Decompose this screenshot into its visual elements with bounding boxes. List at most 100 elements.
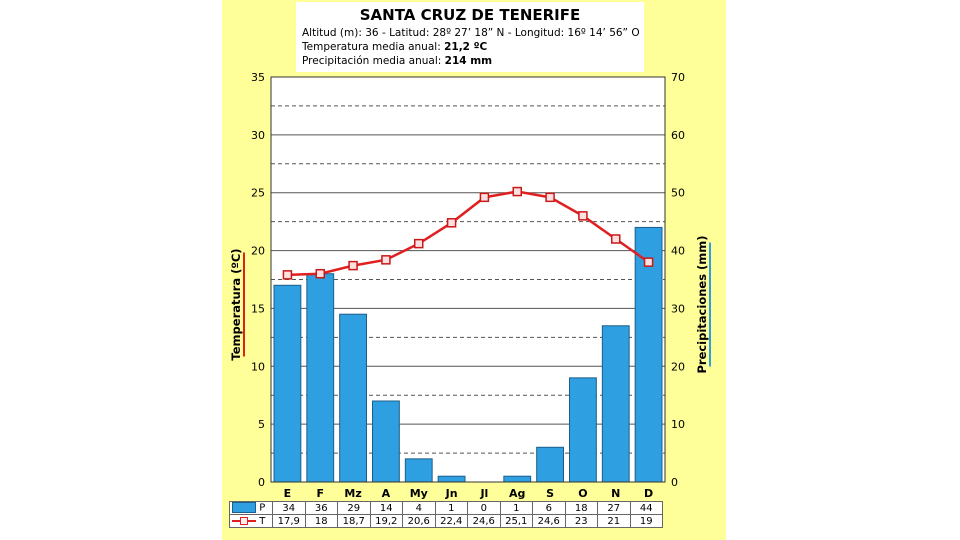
location-line: Altitud (m): 36 - Latitud: 28º 27’ 18” N… — [302, 27, 640, 39]
temperature-marker — [446, 218, 457, 228]
category-label: O — [578, 487, 587, 500]
temperature-marker — [381, 255, 391, 265]
category-label: Jl — [479, 487, 488, 500]
right-tick-label: 0 — [671, 476, 678, 489]
left-tick-label: 5 — [258, 418, 265, 431]
annual-temp-line: Temperatura media anual: 21,2 ºC — [302, 41, 487, 53]
right-tick-label: 10 — [671, 418, 685, 431]
right-tick-label: 30 — [671, 302, 685, 315]
category-label: D — [644, 487, 653, 500]
temp-value-cell: 20,6 — [402, 514, 436, 528]
right-axis-title: Precipitaciones (mm) — [695, 235, 709, 373]
precip-value-cell: 27 — [597, 501, 631, 515]
precip-bar — [372, 400, 400, 483]
precip-value-cell: 1 — [434, 501, 468, 515]
right-tick-label: 70 — [671, 71, 685, 84]
temp-value-cell: 19,2 — [369, 514, 403, 528]
left-tick-label: 15 — [251, 302, 265, 315]
left-tick-label: 20 — [251, 245, 265, 258]
precip-value-cell: 44 — [629, 501, 663, 515]
right-tick-label: 20 — [671, 360, 685, 373]
precip-bar — [273, 284, 302, 483]
left-axis-title: Temperatura (ºC) — [229, 248, 243, 360]
category-label: S — [546, 487, 554, 500]
temperature-marker — [414, 238, 424, 249]
data-table: P 34 36 29 14 4 1 0 1 6 18 27 44 T 17,9 18 18,7 19,2 20… — [229, 501, 663, 528]
precip-swatch-icon — [232, 502, 256, 514]
temperature-marker — [578, 211, 588, 221]
longitude-label: - Longitud: — [507, 27, 565, 39]
temperature-marker — [643, 257, 654, 267]
precip-bar — [404, 458, 433, 483]
legend-precip: P — [229, 501, 273, 515]
temp-value-cell: 18 — [304, 514, 338, 528]
annual-temp-value: 21,2 ºC — [444, 41, 488, 53]
temp-value-cell: 24,6 — [467, 514, 501, 528]
left-tick-label: 30 — [251, 129, 265, 142]
precip-bar — [339, 313, 367, 483]
precip-bar — [503, 475, 532, 483]
temp-line-swatch-icon — [232, 516, 256, 526]
category-label: A — [382, 487, 391, 500]
annual-temp-label: Temperatura media anual: — [302, 41, 441, 53]
temp-value-cell: 23 — [564, 514, 598, 528]
temperature-marker — [545, 192, 555, 203]
temp-value-cell: 24,6 — [532, 514, 566, 528]
precip-bar — [601, 325, 630, 483]
right-tick-label: 50 — [671, 187, 685, 200]
left-tick-label: 25 — [251, 187, 265, 200]
station-header: SANTA CRUZ DE TENERIFE Altitud (m): 36 -… — [296, 2, 644, 72]
temperature-marker — [479, 192, 490, 203]
annual-prec-value: 214 mm — [444, 55, 493, 67]
altitude-value: 36 — [365, 27, 379, 39]
precip-value-cell: 1 — [499, 501, 533, 515]
precip-bar — [536, 446, 565, 483]
longitude-value: 16º 14’ 56” O — [567, 27, 640, 39]
station-title: SANTA CRUZ DE TENERIFE — [359, 6, 581, 24]
right-tick-label: 40 — [671, 245, 685, 258]
temp-value-cell: 21 — [597, 514, 631, 528]
temp-value-cell: 19 — [629, 514, 663, 528]
precip-value-cell: 0 — [467, 501, 501, 515]
left-tick-label: 0 — [258, 476, 265, 489]
precip-bar — [569, 377, 597, 483]
category-label: F — [316, 487, 324, 500]
precip-value-cell: 36 — [304, 501, 338, 515]
category-label: My — [410, 487, 428, 500]
precip-value-cell: 6 — [532, 501, 566, 515]
plot-border — [270, 76, 666, 483]
temp-value-cell: 22,4 — [434, 514, 468, 528]
temp-value-cell: 25,1 — [499, 514, 533, 528]
temperature-marker — [282, 270, 293, 280]
latitude-value: 28º 27’ 18” N — [432, 27, 505, 39]
precip-value-cell: 29 — [337, 501, 371, 515]
legend-precip-label: P — [259, 502, 266, 514]
annual-prec-label: Precipitación media anual: — [302, 55, 442, 67]
temperature-marker — [315, 268, 325, 279]
precip-bar — [634, 226, 663, 483]
precip-bar — [437, 475, 466, 483]
latitude-label: - Latitud: — [381, 27, 430, 39]
precip-value-cell: 18 — [564, 501, 598, 515]
precip-value-cell: 34 — [272, 501, 306, 515]
left-tick-label: 10 — [251, 360, 265, 373]
legend-temp-label: T — [259, 515, 266, 527]
table-row-temp: T 17,9 18 18,7 19,2 20,6 22,4 24,6 25,1 24,6 23 21… — [229, 514, 663, 528]
precip-value-cell: 4 — [402, 501, 436, 515]
temperature-marker — [348, 260, 358, 271]
precip-value-cell: 14 — [369, 501, 403, 515]
table-row-precip: P 34 36 29 14 4 1 0 1 6 18 27 44 — [229, 501, 663, 515]
temp-value-cell: 17,9 — [272, 514, 306, 528]
altitude-label: Altitud (m): — [302, 27, 362, 39]
annual-prec-line: Precipitación media anual: 214 mm — [302, 55, 492, 67]
legend-temp: T — [229, 514, 273, 528]
temp-value-cell: 18,7 — [337, 514, 371, 528]
temperature-line — [287, 190, 650, 277]
category-label: E — [284, 487, 292, 500]
temperature-marker — [611, 234, 621, 244]
precip-bar — [306, 273, 335, 483]
temperature-marker — [512, 186, 522, 197]
category-label: Ag — [509, 487, 525, 500]
right-tick-label: 60 — [671, 129, 685, 142]
